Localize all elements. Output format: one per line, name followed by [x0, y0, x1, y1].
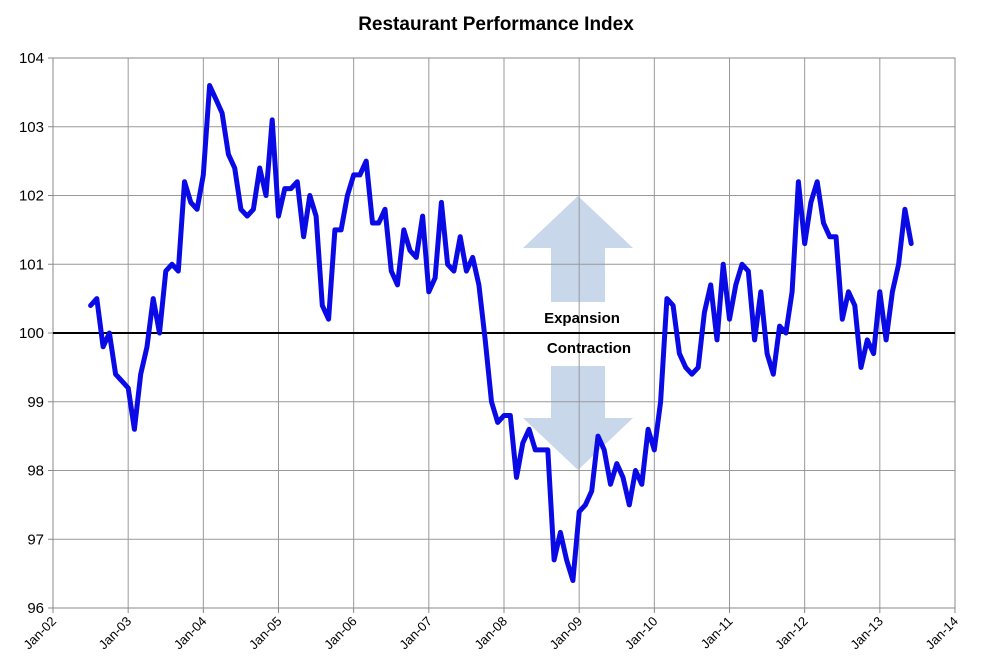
y-tick-label: 97 [27, 531, 44, 548]
up-arrow [523, 196, 633, 302]
y-tick-label: 104 [19, 50, 44, 67]
annotation: Contraction [547, 340, 631, 357]
y-tick-label: 99 [27, 394, 44, 411]
annotation: Expansion [544, 310, 620, 327]
down-arrow [523, 366, 633, 470]
y-tick-label: 98 [27, 463, 44, 480]
line [88, 83, 914, 583]
y-tick-label: 96 [27, 600, 44, 617]
chart-title: Restaurant Performance Index [358, 14, 634, 35]
y-tick-label: 103 [19, 119, 44, 136]
y-tick-label: 102 [19, 188, 44, 205]
y-tick-label: 101 [19, 256, 44, 273]
y-tick-label: 100 [19, 325, 44, 342]
